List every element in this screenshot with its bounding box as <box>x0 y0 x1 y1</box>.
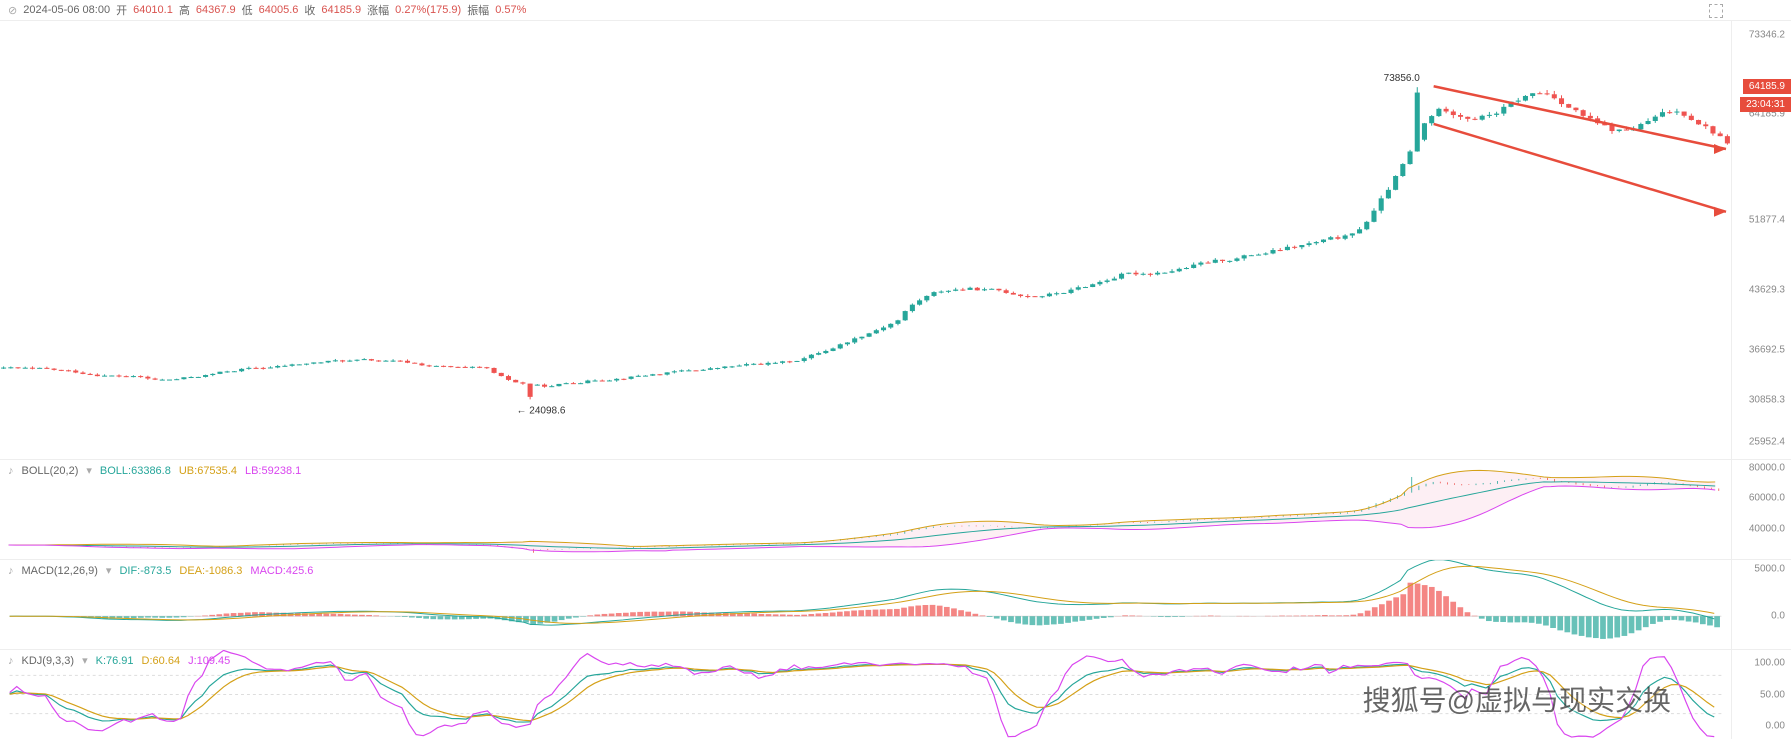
change-label: 涨幅 <box>367 2 389 18</box>
macd-dea: DEA:-1086.3 <box>179 565 242 577</box>
ohlc-header: ⊘ 2024-05-06 08:00 开 64010.1 高 64367.9 低… <box>0 0 1791 20</box>
kdj-d: D:60.64 <box>142 655 181 667</box>
boll-mid: BOLL:63386.8 <box>100 465 171 477</box>
dropdown-icon[interactable]: ▾ <box>86 464 92 477</box>
current-price-tag: 64185.9 <box>1743 79 1791 94</box>
fullscreen-icon[interactable] <box>1709 4 1723 18</box>
countdown-tag: 23:04:31 <box>1740 97 1791 112</box>
high-value: 64367.9 <box>196 4 236 16</box>
svg-text:73856.0: 73856.0 <box>1384 73 1421 84</box>
open-value: 64010.1 <box>133 4 173 16</box>
price-chart-panel[interactable]: 73856.0← 24098.6 73346.264185.951877.443… <box>0 20 1791 459</box>
kdj-y-axis: 100.0050.000.00 <box>1731 650 1791 739</box>
bell-icon[interactable]: ♪ <box>8 655 14 667</box>
macd-panel[interactable]: ♪ MACD(12,26,9) ▾ DIF:-873.5 DEA:-1086.3… <box>0 559 1791 649</box>
high-label: 高 <box>179 2 190 18</box>
boll-panel[interactable]: ♪ BOLL(20,2) ▾ BOLL:63386.8 UB:67535.4 L… <box>0 459 1791 559</box>
macd-hist: MACD:425.6 <box>250 565 313 577</box>
dropdown-icon[interactable]: ▾ <box>106 564 112 577</box>
macd-y-axis: 5000.00.0 <box>1731 560 1791 649</box>
clock-icon: ⊘ <box>8 4 17 17</box>
boll-label: BOLL(20,2) <box>22 465 79 477</box>
watermark: 搜狐号@虚拟与现实交换 <box>1363 679 1671 719</box>
kdj-j: J:109.45 <box>188 655 230 667</box>
kdj-label: KDJ(9,3,3) <box>22 655 75 667</box>
boll-y-axis: 80000.060000.040000.0 <box>1731 460 1791 559</box>
bell-icon[interactable]: ♪ <box>8 565 14 577</box>
svg-text:← 24098.6: ← 24098.6 <box>517 405 566 416</box>
low-label: 低 <box>242 2 253 18</box>
kdj-k: K:76.91 <box>96 655 134 667</box>
macd-dif: DIF:-873.5 <box>119 565 171 577</box>
datetime: 2024-05-06 08:00 <box>23 4 110 16</box>
bell-icon[interactable]: ♪ <box>8 465 14 477</box>
candlestick-chart: 73856.0 ← 24098.6 <box>0 21 1731 459</box>
amp-value: 0.57% <box>495 4 526 16</box>
macd-label: MACD(12,26,9) <box>22 565 98 577</box>
open-label: 开 <box>116 2 127 18</box>
change-value: 0.27%(175.9) <box>395 4 461 16</box>
low-value: 64005.6 <box>259 4 299 16</box>
boll-lb: LB:59238.1 <box>245 465 301 477</box>
close-value: 64185.9 <box>321 4 361 16</box>
amp-label: 振幅 <box>467 2 489 18</box>
dropdown-icon[interactable]: ▾ <box>82 654 88 667</box>
boll-ub: UB:67535.4 <box>179 465 237 477</box>
close-label: 收 <box>304 2 315 18</box>
